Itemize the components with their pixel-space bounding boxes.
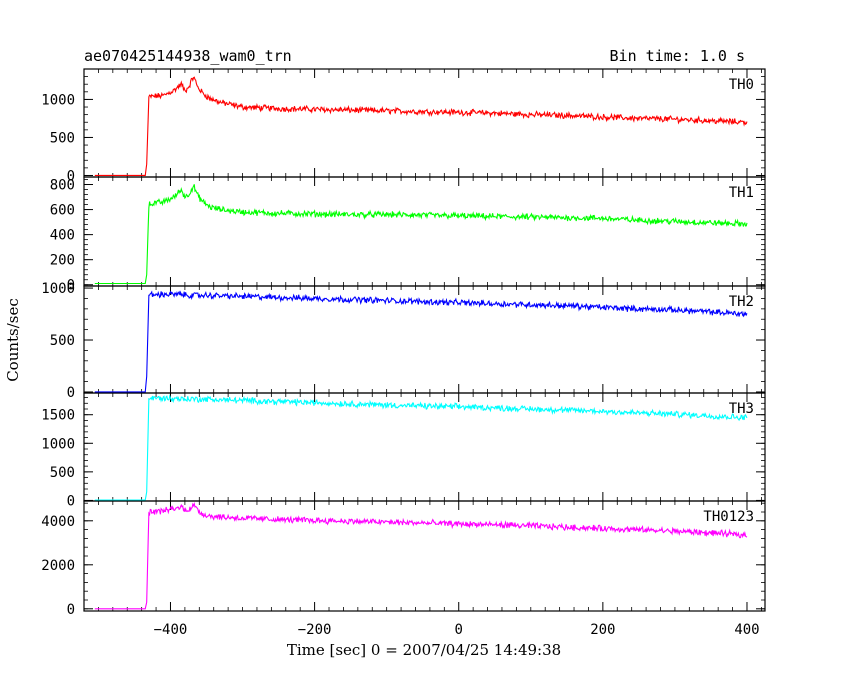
series-line-th0 [94, 76, 748, 177]
y-tick-label: 1500 [41, 408, 75, 424]
x-tick-label: 400 [734, 622, 759, 638]
x-tick-label: 200 [590, 622, 615, 638]
chart-title: ae070425144938_wam0_trn [84, 47, 292, 65]
x-tick-label: 0 [455, 622, 463, 638]
panel-label: TH2 [729, 294, 754, 310]
panel-frame [83, 392, 766, 502]
y-tick-label: 0 [67, 493, 75, 509]
x-tick-label: −200 [298, 622, 332, 638]
y-tick-label: 500 [50, 130, 75, 146]
panel-th1: 0 200 400 600 800 TH1 [50, 176, 766, 294]
panel-th3: 0 500 1000 1500 TH3 [41, 392, 766, 509]
panel-label: TH0 [729, 77, 754, 93]
panel-frame [83, 176, 766, 287]
y-tick-label: 600 [50, 203, 75, 219]
y-tick-label: 0 [67, 168, 75, 184]
panel-th0123: 0 2000 4000 TH0123 [41, 500, 766, 618]
panels-group: 0 500 1000 TH0 0 200 400 600 800 TH1 0 500 1000 TH2 0 5… [41, 68, 766, 638]
panel-frame [83, 68, 766, 178]
y-tick-label: 1000 [41, 92, 75, 108]
panel-frame [83, 500, 766, 612]
y-tick-label: 4000 [41, 514, 75, 530]
y-tick-label: 200 [50, 253, 75, 269]
series-line-th0123 [94, 501, 748, 610]
series-line-th3 [94, 394, 748, 501]
y-tick-label: 800 [50, 178, 75, 194]
panel-th2: 0 500 1000 TH2 [41, 281, 766, 401]
series-line-th2 [94, 290, 748, 393]
y-tick-label: 500 [50, 465, 75, 481]
panel-label: TH0123 [703, 509, 754, 525]
series-line-th1 [94, 184, 748, 285]
x-axis-label: Time [sec] 0 = 2007/04/25 14:49:38 [287, 641, 561, 659]
y-axis-label: Counts/sec [4, 298, 22, 382]
panel-label: TH3 [729, 401, 754, 417]
y-tick-label: 1000 [41, 436, 75, 452]
bin-time-label: Bin time: 1.0 s [610, 47, 745, 65]
y-tick-label: 0 [67, 602, 75, 618]
y-tick-label: 0 [67, 385, 75, 401]
y-tick-label: 500 [50, 333, 75, 349]
panel-label: TH1 [729, 185, 754, 201]
x-tick-label: −400 [154, 622, 188, 638]
y-tick-label: 0 [67, 278, 75, 294]
y-tick-label: 400 [50, 228, 75, 244]
y-tick-label: 1000 [41, 281, 75, 297]
y-tick-label: 2000 [41, 558, 75, 574]
panel-th0: 0 500 1000 TH0 [41, 68, 766, 184]
